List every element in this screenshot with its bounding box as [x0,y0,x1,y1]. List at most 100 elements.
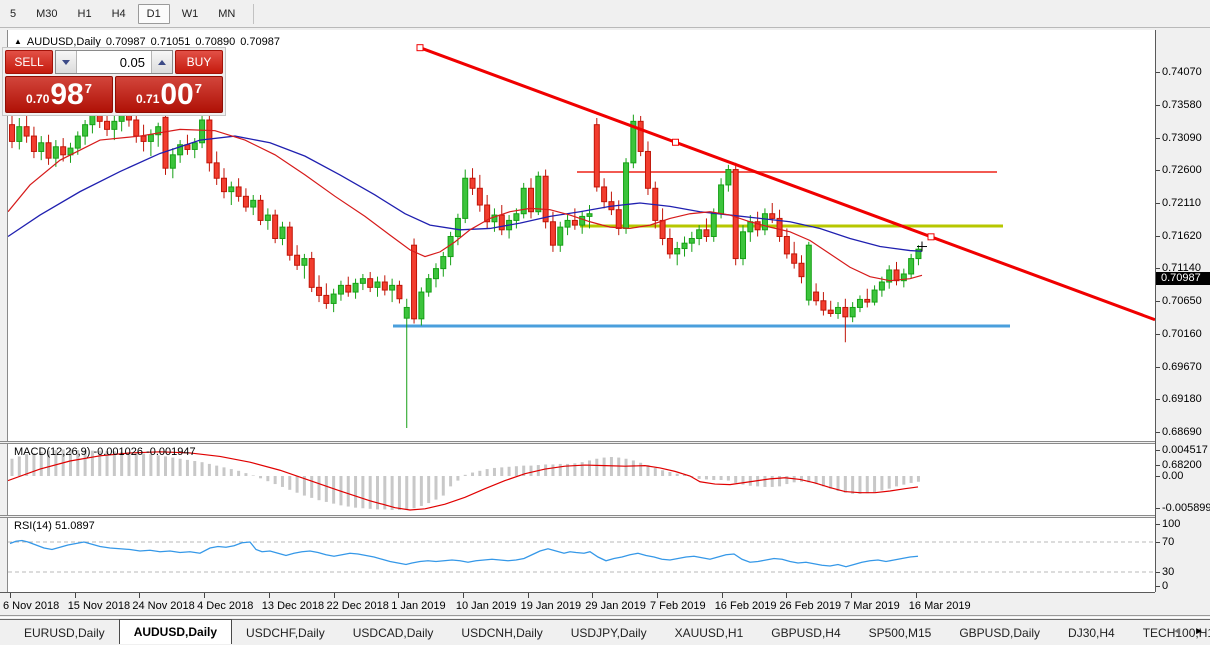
collapse-panel-icon[interactable]: ▲ [14,37,22,46]
rsi-chart[interactable] [8,518,1155,592]
tab-usdcad-daily[interactable]: USDCAD,Daily [352,625,434,640]
pane-separator-macd[interactable] [0,441,1210,444]
volume-increase-button[interactable] [151,51,172,73]
date-label: 16 Mar 2019 [908,600,971,612]
candle [747,221,754,233]
price-axis-label: 0.69180 [1162,393,1202,406]
price-axis[interactable]: 0.74070 0.73580 0.73090 0.72600 0.72110 0.716… [1156,29,1210,621]
sell-button[interactable]: SELL [5,50,53,74]
price-axis-tick [1156,268,1160,270]
tab-usdcnh-daily[interactable]: USDCNH,Daily [461,625,543,640]
price-axis-tick [1156,333,1160,335]
date-axis-tick [786,593,788,598]
candle [893,269,900,282]
candle [783,235,790,255]
one-click-trading-panel: SELL BUY 0.70 98 7 0.71 00 7 [2,47,226,116]
rsi-axis-label: 100 [1162,518,1181,530]
timeframe-w1[interactable]: W1 [181,7,199,20]
macd-chart[interactable] [8,444,1155,515]
candle [250,199,257,208]
timeframe-d1[interactable]: D1 [137,3,170,24]
candle [432,268,439,280]
price-axis-label: 0.72600 [1162,164,1202,177]
timeframe-m30[interactable]: M30 [36,7,58,20]
candle [827,309,834,314]
candle [528,187,535,213]
candle [740,231,746,260]
price-axis-tick [1156,203,1160,205]
candle [16,126,23,142]
timeframe-h4[interactable]: H4 [111,7,126,20]
candle [542,175,549,223]
price-axis-label: 0.69670 [1162,360,1202,373]
candle [60,146,67,156]
candle [74,135,81,149]
price-axis-label: 0.74070 [1162,66,1202,78]
price-chart[interactable] [8,31,1155,441]
date-axis-tick [657,593,658,598]
candle [104,120,111,130]
pane-separator-rsi[interactable] [0,515,1210,518]
trendline-handle[interactable] [416,44,424,52]
tab-sp500-m15[interactable]: SP500,M15 [868,625,932,640]
buy-price-button[interactable]: 0.71 00 7 [115,76,223,113]
volume-decrease-button[interactable] [56,51,77,73]
tab-usdchf-daily[interactable]: USDCHF,Daily [246,625,325,640]
candle [549,221,556,246]
date-label: 26 Feb 2019 [779,600,842,612]
candle [45,142,52,159]
candle [513,213,520,221]
date-label: 6 Nov 2018 [3,600,60,612]
candle [440,256,447,270]
chart-client-area: ▲ AUDUSD,Daily 0.70987 0.71051 0.70890 0… [0,29,1210,645]
date-label: 29 Jan 2019 [585,600,646,612]
date-axis-tick [721,593,723,598]
trendline-handle[interactable] [672,138,679,146]
candle [294,254,301,266]
candle [725,169,732,186]
candle [696,229,703,239]
tab-scroll-left-icon[interactable]: ◄ [1172,626,1183,637]
tab-scroll-right-icon[interactable]: ► [1194,626,1204,637]
candle [9,124,15,142]
timeframe-mn[interactable]: MN [218,7,236,20]
macd-axis-tick [1156,476,1160,477]
tab-dj30-h4[interactable]: DJ30,H4 [1068,625,1115,640]
date-axis-tick [527,593,529,598]
rsi-pane[interactable] [8,518,1155,592]
tab-gbpusd-daily[interactable]: GBPUSD,Daily [959,625,1041,640]
candle [206,119,213,164]
date-label: 24 Nov 2018 [132,600,195,612]
candle [30,135,37,152]
descending-trendline[interactable] [419,46,1155,322]
tab-usdjpy-daily[interactable]: USDJPY,Daily [570,625,647,640]
ma-fast-line[interactable] [8,128,923,282]
price-axis-label: 0.72110 [1162,197,1201,210]
candle [798,262,805,278]
sell-price-button[interactable]: 0.70 98 7 [5,76,113,113]
tab-eurusd-daily[interactable]: EURUSD,Daily [24,625,105,640]
volume-input[interactable] [77,51,151,73]
candle [199,119,206,144]
tab-tech100-h1[interactable]: TECH100,H1 [1142,625,1210,640]
date-label: 7 Feb 2019 [650,600,706,612]
buy-button[interactable]: BUY [175,50,223,74]
timeframe-5[interactable]: 5 [10,7,17,20]
candle [228,186,235,193]
candle [220,177,227,193]
trendline-handle[interactable] [927,233,935,241]
date-axis-tick [915,593,917,598]
tab-xauusd-h1[interactable]: XAUUSD,H1 [674,625,744,640]
date-label: 4 Dec 2018 [197,600,254,612]
macd-pane[interactable] [8,444,1155,515]
timeframe-h1[interactable]: H1 [77,7,92,20]
candle [147,134,154,142]
date-axis[interactable]: 6 Nov 2018 15 Nov 2018 24 Nov 2018 4 Dec 20… [0,593,1155,615]
buy-price-pipette: 7 [194,81,202,96]
rsi-axis-tick [1156,524,1160,525]
candle [345,284,352,293]
tab-audusd-daily[interactable]: AUDUSD,Daily [118,619,233,644]
ma-slow-line[interactable] [8,135,923,252]
tab-gbpusd-h4[interactable]: GBPUSD,H4 [771,625,841,640]
price-axis-tick [1156,236,1160,238]
